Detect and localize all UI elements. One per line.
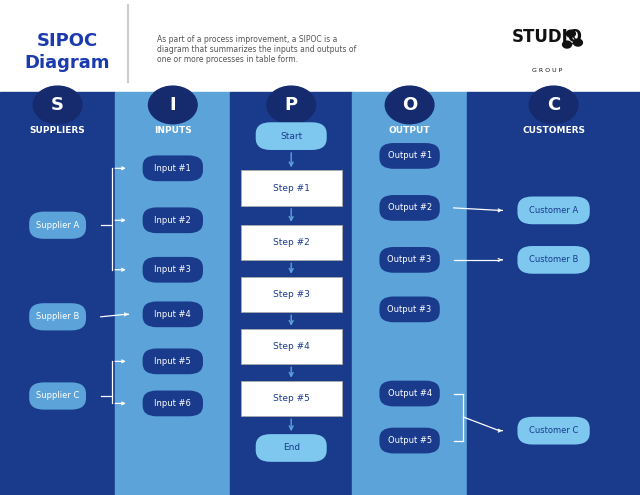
FancyBboxPatch shape: [143, 155, 203, 181]
Text: Step #3: Step #3: [273, 290, 310, 299]
FancyBboxPatch shape: [143, 348, 203, 374]
Text: PROCESS: PROCESS: [268, 126, 314, 135]
FancyBboxPatch shape: [380, 428, 440, 453]
Text: O: O: [402, 96, 417, 114]
Text: G R O U P: G R O U P: [532, 68, 563, 73]
Circle shape: [529, 86, 578, 124]
Text: Output #2: Output #2: [388, 203, 431, 212]
Bar: [230, 92, 352, 495]
Bar: [241, 170, 342, 206]
FancyBboxPatch shape: [29, 382, 86, 410]
Circle shape: [573, 39, 582, 46]
Text: Step #2: Step #2: [273, 238, 310, 247]
Bar: [352, 92, 467, 495]
Text: INPUTS: INPUTS: [154, 126, 191, 135]
Text: Output #1: Output #1: [388, 151, 431, 160]
Circle shape: [563, 41, 572, 48]
Circle shape: [267, 86, 316, 124]
FancyBboxPatch shape: [256, 434, 326, 462]
FancyBboxPatch shape: [518, 246, 589, 274]
Text: End: End: [283, 444, 300, 452]
FancyBboxPatch shape: [380, 297, 440, 322]
Text: Supplier A: Supplier A: [36, 221, 79, 230]
Bar: [467, 92, 640, 495]
Text: STUDIO: STUDIO: [512, 28, 582, 46]
Text: Output #5: Output #5: [388, 436, 431, 445]
Text: SUPPLIERS: SUPPLIERS: [29, 126, 86, 135]
Text: Supplier B: Supplier B: [36, 312, 79, 321]
Text: Input #1: Input #1: [154, 164, 191, 173]
Text: Step #4: Step #4: [273, 342, 310, 351]
Bar: [241, 329, 342, 364]
Bar: [115, 92, 230, 495]
FancyBboxPatch shape: [29, 303, 86, 331]
Text: CUSTOMERS: CUSTOMERS: [522, 126, 585, 135]
Text: Output #4: Output #4: [388, 389, 431, 398]
Text: I: I: [170, 96, 176, 114]
Bar: [0, 92, 115, 495]
Text: Step #5: Step #5: [273, 394, 310, 403]
Text: S: S: [51, 96, 64, 114]
Text: Start: Start: [280, 132, 302, 141]
Text: Input #2: Input #2: [154, 216, 191, 225]
Text: P: P: [285, 96, 298, 114]
Bar: [241, 381, 342, 416]
FancyBboxPatch shape: [380, 143, 440, 169]
FancyBboxPatch shape: [256, 122, 326, 150]
Circle shape: [566, 30, 575, 37]
FancyBboxPatch shape: [143, 257, 203, 283]
Text: As part of a process improvement, a SIPOC is a
diagram that summarizes the input: As part of a process improvement, a SIPO…: [157, 35, 356, 64]
Text: C: C: [547, 96, 560, 114]
Text: Input #3: Input #3: [154, 265, 191, 274]
FancyBboxPatch shape: [143, 207, 203, 233]
Text: Supplier C: Supplier C: [36, 392, 79, 400]
Bar: [241, 277, 342, 312]
FancyBboxPatch shape: [143, 391, 203, 416]
Circle shape: [33, 86, 82, 124]
FancyBboxPatch shape: [380, 247, 440, 273]
FancyBboxPatch shape: [380, 381, 440, 406]
FancyBboxPatch shape: [29, 211, 86, 239]
FancyBboxPatch shape: [143, 301, 203, 327]
FancyBboxPatch shape: [518, 197, 589, 224]
Circle shape: [148, 86, 197, 124]
Text: SIPOC
Diagram: SIPOC Diagram: [24, 32, 110, 72]
Text: OUTPUT: OUTPUT: [388, 126, 431, 135]
Bar: [241, 225, 342, 260]
Text: Input #5: Input #5: [154, 357, 191, 366]
FancyBboxPatch shape: [380, 195, 440, 221]
Text: Customer C: Customer C: [529, 426, 579, 435]
FancyBboxPatch shape: [518, 417, 589, 445]
Text: Input #6: Input #6: [154, 399, 191, 408]
Text: Output #3: Output #3: [387, 305, 432, 314]
Text: Customer A: Customer A: [529, 206, 578, 215]
Text: Step #1: Step #1: [273, 184, 310, 193]
Text: Customer B: Customer B: [529, 255, 579, 264]
Bar: [0, 0, 640, 92]
Text: Input #4: Input #4: [154, 310, 191, 319]
Text: Output #3: Output #3: [387, 255, 432, 264]
Circle shape: [385, 86, 434, 124]
